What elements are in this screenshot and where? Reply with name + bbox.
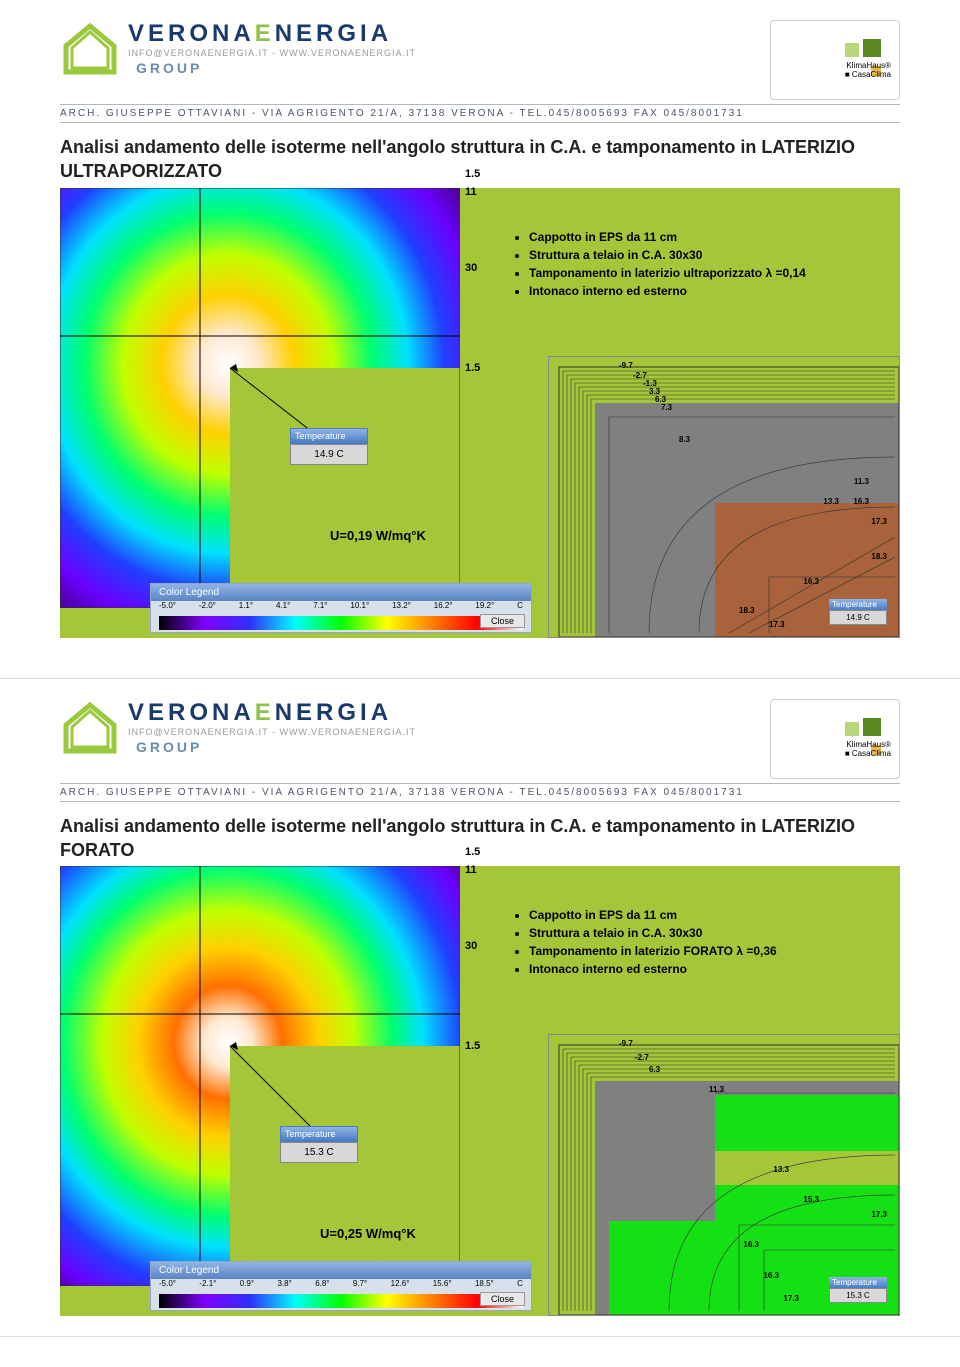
brand-group: GROUP [136, 60, 416, 76]
isotherm-section: -9.7 -2.7 6.3 11.3 13.3 15.3 17.3 16.3 1… [548, 1034, 900, 1316]
certification-badge: KlimaHaus®■ CasaClima [770, 20, 900, 100]
color-legend: Color Legend -5.0°-2.1° 0.9°3.8° 6.8°9.7… [150, 1261, 532, 1311]
close-button[interactable]: Close [480, 1292, 525, 1306]
brand-subtext: INFO@VERONAENERGIA.IT - WWW.VERONAENERGI… [128, 48, 416, 58]
brand-name: VERONAENERGIA [128, 20, 416, 48]
dimension-column: 1.5 11 30 1.5 [465, 846, 505, 1058]
certification-badge: KlimaHaus®■ CasaClima [770, 699, 900, 779]
logo: VERONAENERGIA INFO@VERONAENERGIA.IT - WW… [60, 699, 416, 759]
brand-group: GROUP [136, 739, 416, 755]
header: VERONAENERGIA INFO@VERONAENERGIA.IT - WW… [0, 0, 960, 100]
u-value-label: U=0,19 W/mq°K [330, 528, 426, 543]
dimension-column: 1.5 11 30 1.5 [465, 168, 505, 380]
mini-temperature: Temperature 15.3 C [829, 1277, 887, 1303]
color-legend: Color Legend -5.0°-2.0° 1.1°4.1° 7.1°10.… [150, 583, 532, 633]
slide-2: VERONAENERGIA INFO@VERONAENERGIA.IT - WW… [0, 679, 960, 1338]
header: VERONAENERGIA INFO@VERONAENERGIA.IT - WW… [0, 679, 960, 779]
isotherm-section: -9.7 -2.7 -1.3 3.3 6.3 7.3 8.3 11.3 13.3… [548, 356, 900, 638]
mini-temperature: Temperature 14.9 C [829, 599, 887, 625]
slide-body: 1.5 11 30 1.5 Cappotto in EPS da 11 cm S… [60, 188, 900, 638]
u-value-label: U=0,25 W/mq°K [320, 1226, 416, 1241]
house-icon [60, 20, 120, 80]
temperature-callout: Temperature 14.9 C [290, 428, 368, 465]
thermal-gradient-chart [60, 188, 460, 608]
spec-bullets: Cappotto in EPS da 11 cm Struttura a tel… [515, 906, 875, 978]
address-bar: Arch. Giuseppe Ottaviani - Via Agrigento… [60, 104, 900, 123]
slide-1: VERONAENERGIA INFO@VERONAENERGIA.IT - WW… [0, 0, 960, 679]
temperature-callout: Temperature 15.3 C [280, 1126, 358, 1163]
brand-subtext: INFO@VERONAENERGIA.IT - WWW.VERONAENERGI… [128, 727, 416, 737]
slide-body: 1.5 11 30 1.5 Cappotto in EPS da 11 cm S… [60, 866, 900, 1316]
thermal-gradient-chart [60, 866, 460, 1286]
house-icon [60, 699, 120, 759]
brand-name: VERONAENERGIA [128, 699, 416, 727]
close-button[interactable]: Close [480, 614, 525, 628]
spec-bullets: Cappotto in EPS da 11 cm Struttura a tel… [515, 228, 875, 300]
address-bar: Arch. Giuseppe Ottaviani - Via Agrigento… [60, 783, 900, 802]
logo: VERONAENERGIA INFO@VERONAENERGIA.IT - WW… [60, 20, 416, 80]
